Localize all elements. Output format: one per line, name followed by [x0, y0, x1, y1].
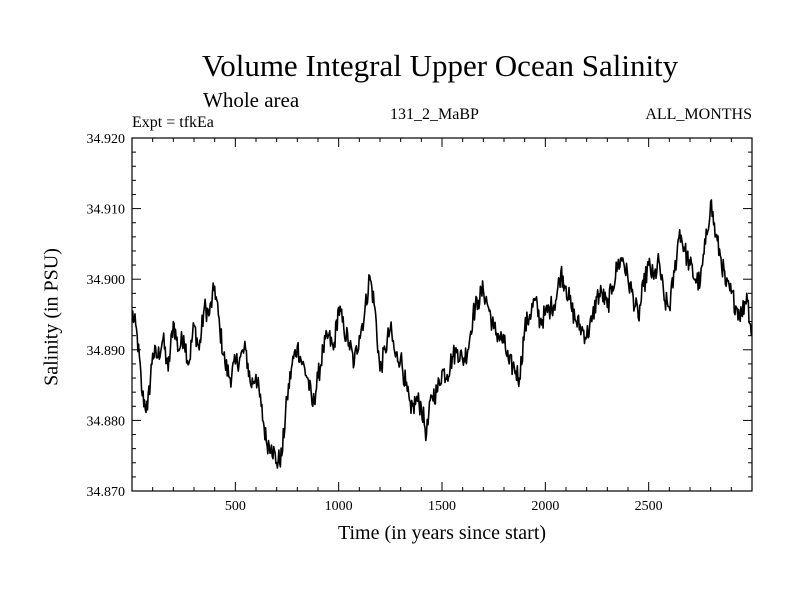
x-axis-label: Time (in years since start) — [337, 522, 547, 544]
experiment-label: Expt = tfkEa — [132, 114, 214, 131]
y-axis-label: Salinity (in PSU) — [40, 248, 63, 386]
plot-frame — [131, 137, 753, 492]
period-label: 131_2_MaBP — [390, 106, 479, 123]
y-axis-ticks: 34.870 34.880 34.890 34.900 34.910 34.920 — [87, 132, 752, 500]
y-tick-label: 34.900 — [87, 273, 126, 288]
months-label: ALL_MONTHS — [645, 106, 752, 123]
chart-subtitle: Whole area — [203, 88, 300, 112]
series-line — [131, 199, 753, 469]
x-tick-label: 1000 — [325, 499, 353, 514]
x-tick-label: 2500 — [635, 499, 663, 514]
x-axis-ticks: 500 1000 1500 2000 2500 — [152, 138, 732, 514]
x-tick-label: 500 — [225, 499, 246, 514]
y-tick-label: 34.920 — [87, 132, 126, 147]
chart-title: Volume Integral Upper Ocean Salinity — [201, 48, 679, 83]
x-tick-label: 2000 — [531, 499, 559, 514]
y-tick-label: 34.870 — [87, 485, 126, 500]
y-tick-label: 34.910 — [87, 203, 126, 218]
y-tick-label: 34.880 — [87, 414, 126, 429]
series-layer — [131, 199, 753, 469]
x-tick-label: 1500 — [428, 499, 456, 514]
y-tick-label: 34.890 — [87, 344, 126, 359]
